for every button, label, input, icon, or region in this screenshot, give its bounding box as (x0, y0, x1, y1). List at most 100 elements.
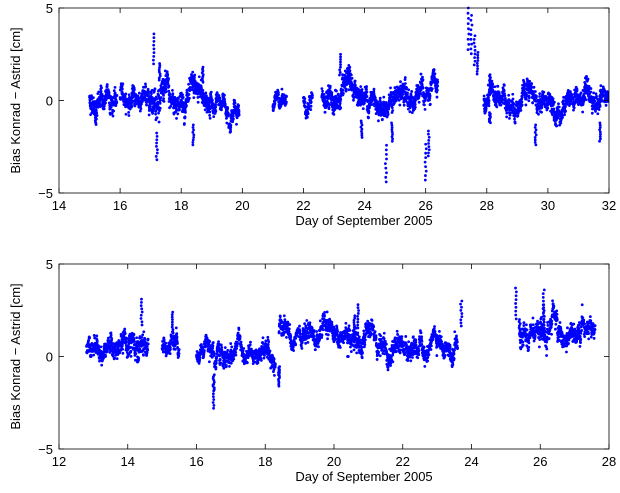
data-point (563, 113, 566, 117)
spike-point (466, 11, 470, 15)
data-point (353, 84, 357, 87)
data-point (525, 95, 529, 98)
data-point (525, 93, 528, 96)
data-point (562, 99, 565, 103)
x-tick-label: 24 (357, 198, 371, 213)
spike-point (469, 37, 473, 41)
data-point (320, 333, 324, 337)
data-point (262, 356, 266, 360)
data-point (201, 345, 205, 349)
data-point (102, 356, 105, 360)
spike-point (152, 62, 156, 66)
data-point (538, 95, 542, 98)
data-point (497, 91, 501, 95)
data-point (363, 101, 366, 105)
data-point (161, 80, 165, 84)
data-point (235, 347, 239, 350)
data-point (162, 338, 166, 342)
data-point (139, 102, 143, 106)
data-point (327, 106, 331, 109)
spike-point (390, 126, 394, 129)
data-point (139, 107, 143, 111)
data-point (242, 347, 246, 350)
spike-point (534, 123, 538, 127)
spike-point (469, 18, 473, 22)
data-point (303, 322, 307, 326)
spike-point (475, 69, 479, 73)
spike-point (158, 62, 161, 65)
y-tick-label: 5 (46, 1, 53, 16)
spike-point (360, 129, 363, 133)
data-point (607, 93, 609, 96)
data-point (104, 101, 107, 105)
data-point (341, 88, 345, 92)
data-point (274, 362, 277, 366)
data-point (196, 100, 200, 104)
data-point (162, 97, 166, 101)
spike-point (391, 132, 394, 136)
data-point (530, 82, 533, 86)
spike-point (598, 130, 602, 134)
spike-point (466, 48, 470, 52)
data-point (487, 104, 491, 108)
spike-point (360, 136, 364, 139)
spike-point (339, 65, 342, 69)
data-point (169, 105, 173, 108)
data-point (88, 336, 92, 340)
spike-point (385, 171, 388, 175)
spike-point (427, 138, 431, 142)
spike-point (427, 132, 430, 136)
data-point (233, 99, 236, 102)
spike-point (191, 143, 195, 147)
spike-point (473, 45, 477, 49)
data-point (127, 352, 131, 356)
data-point (283, 97, 287, 101)
data-point (512, 102, 516, 106)
spike-point (152, 39, 156, 43)
data-point (234, 351, 238, 354)
data-point (273, 373, 276, 377)
data-point (566, 88, 570, 92)
data-point (193, 73, 197, 77)
data-point (107, 101, 111, 105)
data-point (407, 88, 411, 92)
data-point (210, 355, 214, 359)
data-point (125, 351, 129, 354)
data-point (215, 359, 218, 362)
data-point (524, 103, 528, 107)
spike-point (191, 123, 195, 127)
data-point (422, 103, 426, 107)
data-point (391, 109, 395, 112)
x-tick-label: 14 (52, 198, 66, 213)
spike-point (338, 71, 342, 74)
data-point (144, 82, 147, 86)
data-point (209, 90, 213, 94)
data-point (181, 93, 185, 97)
data-point (208, 113, 212, 117)
data-point (105, 83, 109, 86)
data-point (121, 347, 124, 351)
data-point (432, 68, 436, 71)
data-point (505, 115, 509, 119)
data-point (164, 85, 168, 89)
spike-point (360, 134, 364, 137)
data-point (365, 85, 368, 88)
data-point (413, 105, 417, 109)
spike-point (473, 59, 477, 63)
data-point (598, 104, 602, 108)
data-point (121, 351, 125, 355)
data-point (489, 91, 493, 95)
x-tick-label: 32 (602, 198, 616, 213)
spike-point (154, 154, 158, 158)
data-point (227, 114, 230, 118)
data-point (197, 75, 201, 79)
data-point (585, 74, 588, 78)
data-point (367, 116, 370, 119)
spike-point (192, 136, 196, 139)
data-point (138, 347, 142, 351)
data-point (493, 94, 496, 98)
data-point (169, 347, 172, 351)
spike-point (157, 68, 161, 72)
